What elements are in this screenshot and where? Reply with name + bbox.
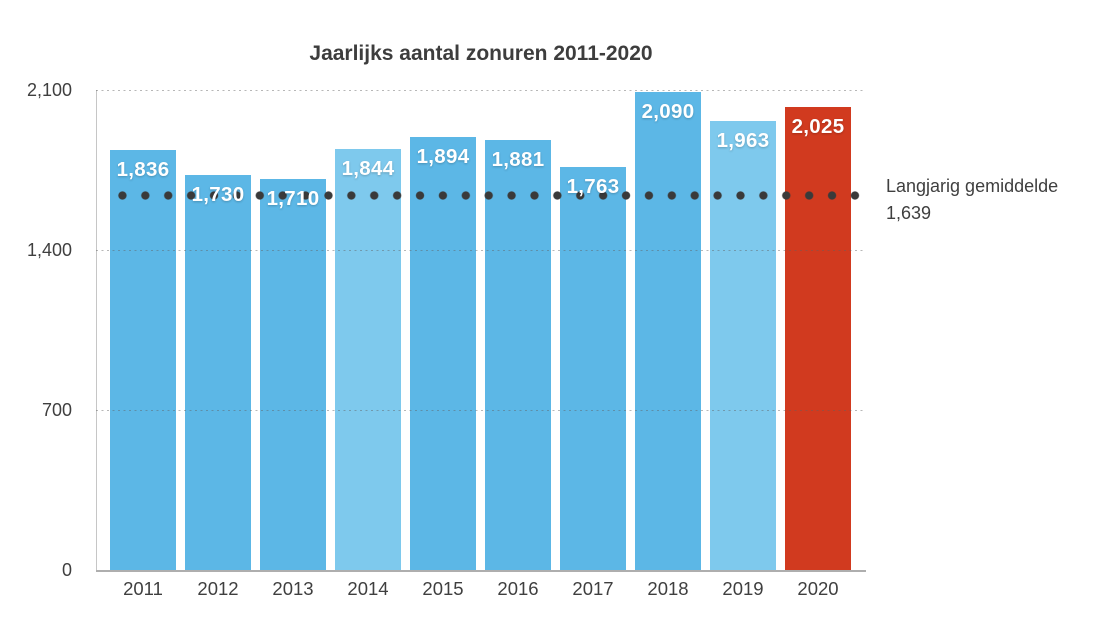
average-annotation-value: 1,639	[886, 203, 932, 223]
bar-value-label-2018: 2,090	[641, 100, 695, 124]
x-tick-label-2014: 2014	[347, 578, 389, 599]
x-tick-label-2019: 2019	[722, 578, 764, 599]
bar-2018	[635, 92, 701, 570]
y-tick-label-1400: 1,400	[26, 240, 72, 260]
chart-title: Jaarlijks aantal zonuren 2011-2020	[309, 42, 653, 65]
average-annotation: Langjarig gemiddelde 1,639	[886, 173, 1058, 227]
y-tick-label-2100: 2,100	[26, 80, 72, 100]
y-tick-label-0: 0	[61, 560, 72, 580]
bar-2011	[110, 150, 176, 570]
gridline-2100	[96, 90, 866, 91]
bar-value-label-2015: 1,894	[416, 145, 470, 169]
gridline-700	[96, 410, 866, 411]
bar-2017	[560, 167, 626, 570]
bar-2020	[785, 107, 851, 570]
average-dotted-line	[111, 190, 868, 200]
bar-value-label-2016: 1,881	[491, 148, 545, 172]
y-tick-label-700: 700	[41, 400, 72, 420]
x-tick-label-2011: 2011	[123, 578, 163, 599]
x-tick-label-2016: 2016	[497, 578, 539, 599]
bar-2012	[185, 174, 251, 570]
bar-2015	[410, 137, 476, 570]
bar-2019	[710, 121, 776, 570]
x-tick-label-2018: 2018	[647, 578, 689, 599]
bar-value-label-2020: 2,025	[791, 115, 845, 139]
x-tick-label-2013: 2013	[272, 578, 314, 599]
average-annotation-label: Langjarig gemiddelde	[886, 176, 1059, 196]
x-tick-label-2017: 2017	[572, 578, 614, 599]
bar-2014	[335, 148, 401, 570]
x-tick-label-2020: 2020	[797, 578, 839, 599]
bar-2013	[260, 179, 326, 570]
y-axis-line	[96, 90, 97, 570]
x-tick-label-2012: 2012	[197, 578, 239, 599]
bar-value-label-2019: 1,963	[716, 129, 770, 153]
x-tick-label-2015: 2015	[422, 578, 464, 599]
bar-value-label-2014: 1,844	[341, 156, 395, 180]
bar-2016	[485, 140, 551, 570]
x-axis-line	[96, 570, 866, 572]
gridline-1400	[96, 250, 866, 251]
bar-value-label-2011: 1,836	[116, 158, 170, 182]
